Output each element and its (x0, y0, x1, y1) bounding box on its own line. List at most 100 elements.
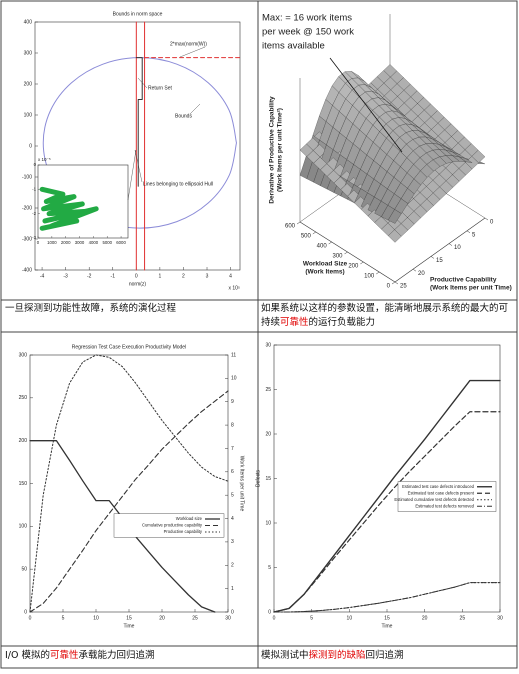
caption: 模拟测试中探测到的缺陷回归追溯 (261, 649, 515, 663)
y2-tick-label: 10 (231, 376, 237, 382)
x-tick-label: 0 (135, 273, 138, 279)
y-tick (448, 243, 453, 246)
y-tick-label: 0 (24, 609, 27, 615)
caption-text: 探测到的缺陷 (308, 650, 366, 661)
inset-x-tick-label: 2000 (61, 240, 71, 245)
legend-label: Estimated test defects removed (415, 503, 474, 508)
x-exponent: x 10⁵ (228, 285, 240, 291)
y-tick-label: 0 (268, 609, 271, 615)
y-tick-label: -400 (22, 267, 32, 273)
legend-label: Estimated cumulative test defects detect… (394, 497, 474, 502)
y-tick-label: 100 (24, 112, 33, 118)
x-tick-label: 15 (384, 615, 390, 621)
caption-text: 回归追溯 (365, 650, 404, 661)
x-tick (312, 231, 316, 235)
legend-label: Estimated test case defects present (408, 490, 475, 495)
y-tick-label: 200 (24, 81, 33, 87)
y-tick-label: 0 (490, 220, 494, 226)
x-tick (376, 271, 380, 275)
y2-tick-label: 4 (231, 516, 234, 522)
y2-tick-label: 1 (231, 586, 234, 592)
series-line (273, 582, 501, 613)
y2-tick-label: 8 (231, 422, 234, 428)
caption: 一旦探测到功能性故障，系统的演化过程 (5, 302, 255, 316)
z-axis-label: Derivative of Productive Capability (269, 96, 276, 204)
annotation: per week @ 150 work (262, 27, 354, 38)
annotation: Max: = 16 work items (262, 13, 352, 24)
x-tick-label: 5 (62, 615, 65, 621)
x-tick-label: 0 (273, 615, 276, 621)
y-tick (484, 217, 489, 221)
y2-tick-label: 6 (231, 469, 234, 475)
x-tick-label: 30 (497, 615, 503, 621)
y-tick (394, 281, 399, 285)
x-tick (391, 281, 396, 285)
annotation: per week @ 150 work (262, 27, 354, 38)
chart-title: Bounds in norm space (113, 11, 163, 17)
annotation: Max: = 16 work items (262, 13, 352, 24)
x-tick-label: 25 (192, 615, 198, 621)
caption-text: 一旦探测到功能性故障，系统的演化过程 (5, 303, 177, 314)
x-tick-label: 10 (347, 615, 353, 621)
inset-exponent: x 10⁻⁵ (38, 157, 51, 162)
legend-label: Cumulative productive capability (142, 523, 203, 528)
annotation: Return Set (148, 85, 173, 91)
y2-tick-label: 3 (231, 539, 234, 545)
inset-connector (127, 149, 137, 201)
x-tick (344, 251, 348, 255)
y2-tick-label: 2 (231, 563, 234, 569)
inset-x-tick-label: 5000 (102, 240, 112, 245)
x-tick-label: 20 (422, 615, 428, 621)
y-tick-label: 300 (19, 352, 28, 358)
annotation-arrow (329, 57, 403, 153)
y-tick-label: 400 (24, 19, 33, 25)
series-line (273, 582, 501, 613)
y2-tick-label: 7 (231, 446, 234, 452)
y-tick-label: 20 (418, 271, 425, 277)
y-tick-label: 5 (472, 232, 476, 238)
x-tick-label: 4 (229, 273, 232, 279)
x-tick-label: 300 (332, 254, 343, 260)
y-tick-label: 15 (265, 476, 271, 482)
series-line (42, 57, 237, 229)
y2-tick-label: 0 (231, 609, 234, 615)
x-tick-label: 0 (29, 615, 32, 621)
y-tick-label: 5 (268, 565, 271, 571)
x-tick-label: 600 (285, 224, 296, 230)
y-tick (412, 268, 417, 272)
z-axis-label: (Work Items per unit Time²) (277, 108, 284, 192)
y-tick-label: 0 (29, 143, 32, 149)
legend-box (113, 513, 225, 538)
annotation-leader (134, 149, 143, 183)
y-tick-label: 25 (265, 387, 271, 393)
series-line (39, 186, 99, 231)
y-tick (466, 230, 471, 234)
y-tick-label: 10 (454, 245, 461, 251)
series-line (29, 390, 229, 613)
y-tick-label: 10 (265, 520, 271, 526)
y-tick (430, 256, 435, 259)
x-tick-label: 10 (93, 615, 99, 621)
inset-y-tick-label: -2 (32, 211, 36, 216)
inset-x-tick-label: 0 (37, 240, 40, 245)
series-line (273, 411, 501, 613)
inset-x-tick-label: 1000 (47, 240, 57, 245)
x-tick-label: 400 (317, 244, 328, 250)
x-tick-label: 0 (387, 284, 391, 290)
inset-x-tick-label: 4000 (89, 240, 99, 245)
box-edge (394, 217, 486, 283)
x-axis-label: Time (124, 623, 135, 629)
x-tick-label: 30 (225, 615, 231, 621)
x-tick-label: 200 (348, 264, 359, 270)
inset-x-tick-label: 3000 (75, 240, 85, 245)
x-tick-label: -4 (40, 273, 45, 279)
legend-label: Estimated test case defects introduced (402, 484, 475, 489)
annotation: 2*max(norm(W)) (170, 41, 207, 47)
caption-text: 承载能力回归追溯 (78, 650, 155, 661)
x-tick-label: -2 (87, 273, 92, 279)
x-tick-label: 25 (460, 615, 466, 621)
y-axis-label: (Work Items per unit Time) (430, 285, 512, 292)
